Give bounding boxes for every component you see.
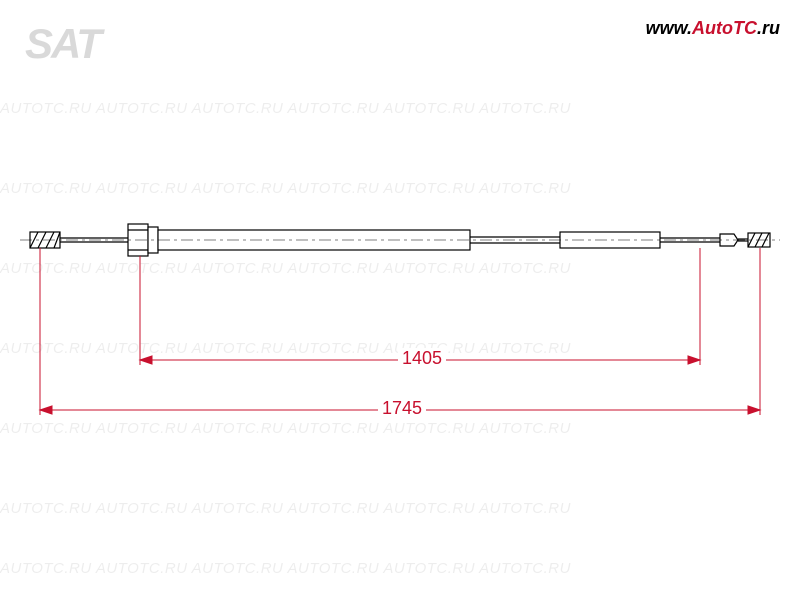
technical-drawing xyxy=(0,0,800,600)
dimension-outer: 1745 xyxy=(378,398,426,419)
dimension-inner: 1405 xyxy=(398,348,446,369)
diagram-canvas: AUTOTC.RU AUTOTC.RU AUTOTC.RU AUTOTC.RU … xyxy=(0,0,800,600)
